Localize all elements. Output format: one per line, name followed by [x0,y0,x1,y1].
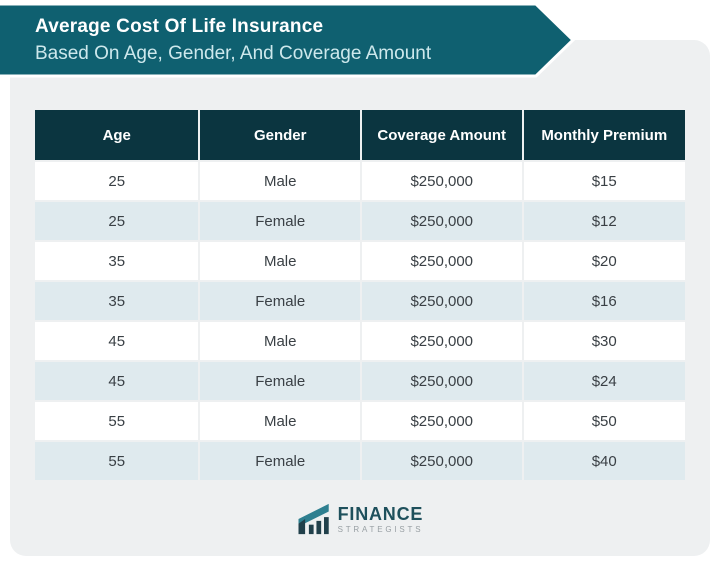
brand-logo: FINANCE STRATEGISTS [297,501,424,537]
column-header-monthly-premium: Monthly Premium [523,110,685,160]
table-cell: $40 [523,442,685,480]
column-header-age: Age [35,110,199,160]
logo-name: FINANCE [337,503,424,524]
table-cell: $50 [523,402,685,440]
table-cell: $250,000 [361,202,522,240]
table-cell: $250,000 [361,162,522,200]
table-cell: $24 [523,362,685,400]
table-cell: $12 [523,202,685,240]
table-cell: 45 [35,322,199,360]
table-cell: 35 [35,242,199,280]
table-cell: Male [200,242,360,280]
table-cell: Female [200,442,360,480]
logo-text: FINANCE STRATEGISTS [338,505,424,534]
title-banner: Average Cost Of Life Insurance Based On … [0,2,578,78]
table-cell: Female [200,282,360,320]
page-subtitle: Based On Age, Gender, And Coverage Amoun… [35,43,432,64]
column-header-coverage-amount: Coverage Amount [361,110,522,160]
table-cell: $250,000 [361,362,522,400]
table-cell: $250,000 [361,402,522,440]
table-cell: 25 [35,202,199,240]
data-table: Age Gender Coverage Amount Monthly Premi… [35,110,685,480]
table-cell: $20 [523,242,685,280]
table-cell: 55 [35,402,199,440]
table-cell: 25 [35,162,199,200]
banner-arrow-shape [0,2,576,78]
table-cell: 55 [35,442,199,480]
logo-tagline: STRATEGISTS [337,524,424,534]
table-cell: Female [200,202,360,240]
banner-text: Average Cost Of Life Insurance Based On … [35,13,431,67]
column-header-gender: Gender [200,110,360,160]
infographic-card: Age Gender Coverage Amount Monthly Premi… [10,40,710,556]
table-cell: $250,000 [361,322,522,360]
table-cell: 35 [35,282,199,320]
table-cell: Male [200,322,360,360]
finance-strategists-logo-icon [298,503,329,535]
table-cell: 45 [35,362,199,400]
table-cell: $30 [523,322,685,360]
table-cell: $250,000 [361,442,522,480]
table-cell: $16 [523,282,685,320]
table-cell: $250,000 [361,242,522,280]
table-cell: Male [200,402,360,440]
table-cell: $250,000 [361,282,522,320]
table-cell: Male [200,162,360,200]
table-cell: $15 [523,162,685,200]
page-title: Average Cost Of Life Insurance [35,16,324,37]
table-cell: Female [200,362,360,400]
